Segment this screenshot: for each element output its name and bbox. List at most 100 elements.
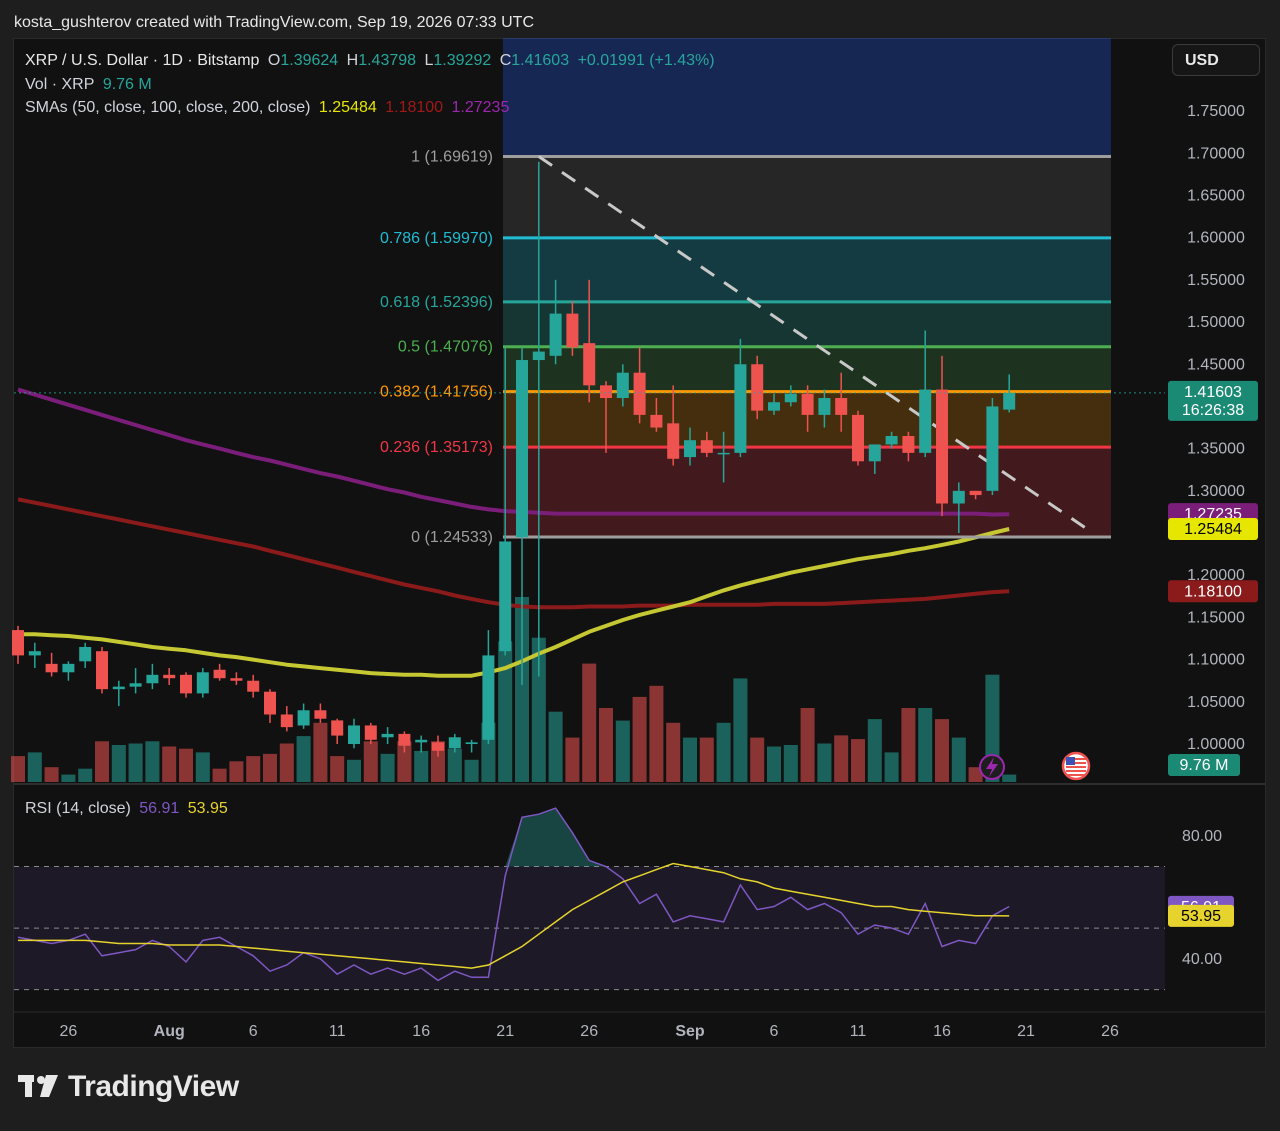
rsi-value: 56.91 bbox=[139, 800, 180, 817]
symbol-legend[interactable]: XRP / U.S. Dollar · 1D · Bitstamp O1.396… bbox=[25, 52, 719, 70]
tradingview-logo[interactable]: TradingView bbox=[18, 1070, 239, 1104]
candle-body bbox=[1003, 392, 1016, 410]
symbol-title: XRP / U.S. Dollar · 1D · Bitstamp bbox=[25, 52, 260, 69]
volume-bar bbox=[246, 756, 261, 782]
rsi-label: RSI (14, close) bbox=[25, 800, 131, 817]
candle-body bbox=[600, 385, 612, 399]
candle-body bbox=[499, 541, 512, 652]
volume-bar bbox=[632, 696, 647, 782]
currency-button[interactable]: USD bbox=[1172, 44, 1260, 76]
volume-bar bbox=[531, 637, 546, 782]
volume-bar bbox=[414, 750, 429, 782]
lightning-event-icon bbox=[979, 754, 1005, 780]
volume-bar bbox=[683, 737, 697, 782]
volume-bar bbox=[615, 720, 630, 782]
candle-body bbox=[784, 393, 797, 403]
price-tick-label: 1.35000 bbox=[1187, 441, 1245, 458]
flag-stripe bbox=[1066, 770, 1086, 772]
volume-bar bbox=[330, 756, 345, 782]
fib-zone bbox=[503, 156, 1111, 238]
tradingview-logo-text: TradingView bbox=[68, 1070, 239, 1103]
time-tick-label: Aug bbox=[154, 1023, 185, 1040]
candle-body bbox=[129, 683, 142, 687]
candle-body bbox=[801, 393, 814, 415]
volume-bar bbox=[27, 752, 42, 782]
rsi-line bbox=[17, 807, 1010, 982]
flag-stripe bbox=[1066, 758, 1086, 760]
ohlc-low-label: L bbox=[424, 52, 434, 69]
price-axis-badge-label: 1.41603 bbox=[1184, 384, 1242, 401]
volume-bar bbox=[313, 722, 328, 782]
candle-body bbox=[465, 742, 478, 745]
candle-body bbox=[348, 725, 360, 745]
volume-label: Vol · XRP bbox=[25, 76, 95, 93]
volume-bar bbox=[279, 743, 294, 782]
volume-bar bbox=[397, 741, 412, 782]
price-axis-badge bbox=[1168, 517, 1258, 540]
sma50-value: 1.25484 bbox=[318, 99, 377, 116]
price-tick-label: 1.15000 bbox=[1187, 609, 1245, 626]
rsi-legend[interactable]: RSI (14, close) 56.91 53.95 bbox=[25, 800, 232, 818]
candle-body bbox=[717, 452, 730, 455]
volume-legend[interactable]: Vol · XRP 9.76 M bbox=[25, 76, 156, 94]
volume-bar bbox=[263, 753, 277, 782]
volume-bar bbox=[582, 663, 597, 782]
candle-body bbox=[633, 372, 646, 415]
sma-legend[interactable]: SMAs (50, close, 100, close, 200, close)… bbox=[25, 99, 513, 117]
price-tick-label: 1.60000 bbox=[1187, 230, 1245, 247]
candle-body bbox=[482, 655, 495, 740]
candle-body bbox=[12, 630, 24, 656]
price-axis-badge-label: 1.25484 bbox=[1184, 521, 1242, 538]
ohlc-close-label: C bbox=[499, 52, 512, 69]
volume-bar bbox=[699, 737, 714, 782]
chart-frame[interactable] bbox=[13, 38, 1266, 1048]
price-tick-label: 1.50000 bbox=[1187, 314, 1245, 331]
ohlc-low: 1.39292 bbox=[433, 52, 492, 69]
price-axis-badge bbox=[1168, 580, 1258, 603]
chart-attribution: kosta_gushterov created with TradingView… bbox=[14, 14, 535, 31]
volume-bar bbox=[515, 597, 529, 782]
volume-bar bbox=[935, 719, 949, 782]
time-tick-label: 21 bbox=[496, 1023, 514, 1040]
volume-bar bbox=[95, 741, 109, 782]
volume-bar bbox=[162, 746, 177, 782]
price-pane: 1 (1.69619) 0.786 (1.59970) 0.618 (1.52396… bbox=[11, 38, 1165, 782]
fib-level-label: 0.382 (1.41756) bbox=[380, 384, 493, 401]
volume-bar bbox=[548, 711, 563, 782]
volume-bar bbox=[800, 708, 815, 782]
price-tick-label: 1.30000 bbox=[1187, 483, 1245, 500]
volume-bar bbox=[145, 741, 160, 782]
candle-body bbox=[213, 669, 226, 679]
candle-body bbox=[448, 737, 461, 749]
rsi-pane bbox=[14, 807, 1165, 991]
volume-bar bbox=[733, 678, 748, 782]
flag-stripe bbox=[1066, 766, 1086, 768]
volume-bar bbox=[464, 759, 479, 782]
volume-bar bbox=[61, 774, 76, 782]
fib-level-label: 1 (1.69619) bbox=[411, 148, 493, 165]
candle-body bbox=[381, 733, 394, 738]
volume-bar bbox=[649, 685, 664, 782]
volume-bar bbox=[565, 737, 580, 782]
candle-body bbox=[112, 686, 125, 690]
time-tick-label: 16 bbox=[933, 1023, 951, 1040]
candle-body bbox=[835, 398, 848, 415]
candle-body bbox=[432, 742, 444, 751]
price-tick-label: 1.65000 bbox=[1187, 187, 1245, 204]
volume-axis-badge bbox=[1168, 754, 1240, 776]
candle-body bbox=[415, 739, 428, 743]
fib-zone-extension bbox=[503, 38, 1111, 157]
volume-bar bbox=[44, 767, 59, 782]
sma50-line bbox=[18, 527, 1010, 678]
fib-level-label: 0.618 (1.52396) bbox=[380, 294, 493, 311]
volume-bar bbox=[666, 722, 681, 782]
flag-canton bbox=[1066, 757, 1075, 765]
rsi-ma-value: 53.95 bbox=[187, 800, 228, 817]
candle-body bbox=[885, 435, 898, 445]
price-tick-label: 1.45000 bbox=[1187, 356, 1245, 373]
volume-bar bbox=[834, 735, 849, 782]
volume-bar bbox=[716, 722, 731, 782]
sma200-line bbox=[17, 387, 1010, 517]
price-axis-badge bbox=[1168, 380, 1258, 421]
